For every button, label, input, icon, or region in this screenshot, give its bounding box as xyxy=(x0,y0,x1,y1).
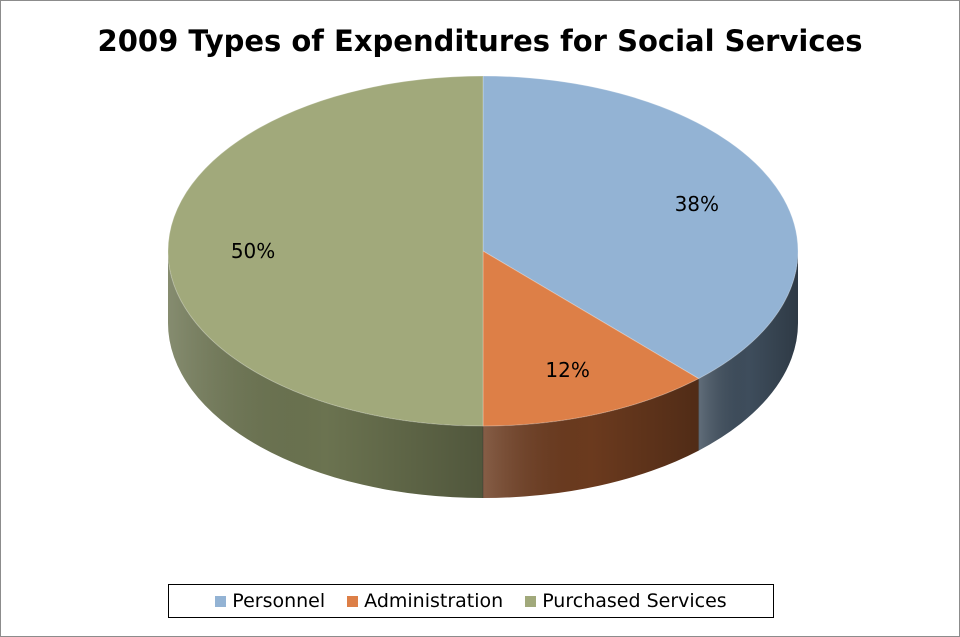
legend-swatch-personnel xyxy=(215,595,227,607)
pie-slice-administration xyxy=(482,250,700,427)
legend-label-personnel: Personnel xyxy=(232,590,326,612)
pie-tops xyxy=(167,75,799,427)
pie-labels: 38% 12% 50% xyxy=(231,192,719,382)
legend-swatch-purchased-services xyxy=(525,595,537,607)
pie-slice-purchased-services xyxy=(167,75,484,427)
legend-label-administration: Administration xyxy=(364,590,504,612)
legend-swatch-administration xyxy=(347,595,359,607)
data-label-personnel: 38% xyxy=(675,192,719,216)
pie-side-shade-purchased-services xyxy=(168,251,483,498)
pie-side-shade-personnel xyxy=(698,251,799,451)
data-label-purchased-services: 50% xyxy=(231,239,275,263)
pie-sides xyxy=(168,251,799,498)
pie-side-shade-administration xyxy=(483,378,699,498)
data-label-administration: 12% xyxy=(545,358,589,382)
legend-label-purchased-services: Purchased Services xyxy=(542,590,727,612)
legend-item-administration: Administration xyxy=(347,590,503,612)
legend-item-purchased-services: Purchased Services xyxy=(525,590,727,612)
chart-title: 2009 Types of Expenditures for Social Se… xyxy=(97,24,863,58)
legend: Personnel Administration Purchased Servi… xyxy=(168,584,774,618)
legend-item-personnel: Personnel xyxy=(215,590,325,612)
pie-slice-personnel xyxy=(482,75,799,380)
